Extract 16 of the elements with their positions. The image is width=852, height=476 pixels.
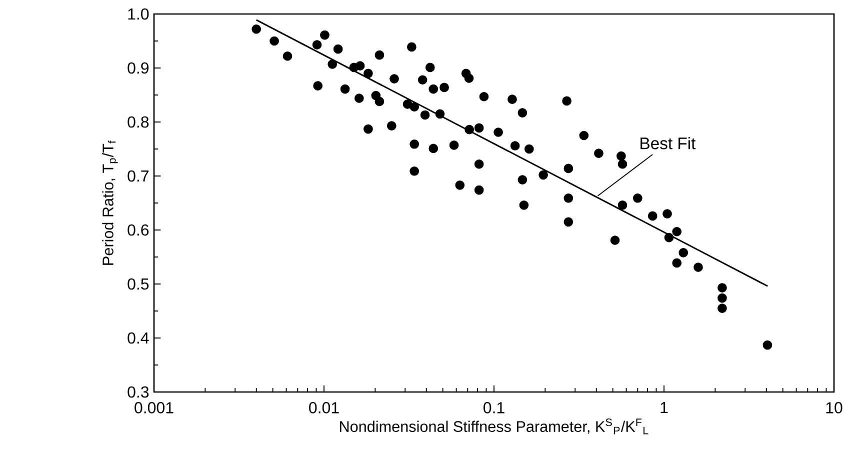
x-axis-title: Nondimensional Stiffness Parameter, K$^{S}$$_{P}$/K$^{F}$L [340,418,648,434]
y-tick-label: 0.5 [128,278,149,290]
y-tick-label: 0.8 [128,116,149,128]
y-tick-label: 0.6 [128,224,149,236]
y-tick-label: 0.4 [128,332,149,344]
x-tick-label: 0.001 [134,402,174,414]
x-tick-label: 10 [826,402,842,414]
x-tick-label: 0.1 [484,402,504,414]
y-tick-label: 0.7 [128,170,148,182]
y-tick-label: 0.9 [128,62,149,74]
y-tick-label: 0.3 [128,386,149,398]
text: Best Fit [640,137,696,150]
x-tick-label: 1 [660,402,668,414]
x-tick-label: 0.01 [309,402,339,414]
y-axis-title: Period Ratio, T$_{p}$/T$_{f}$ [102,140,118,265]
y-tick-label: 1.0 [128,8,149,20]
